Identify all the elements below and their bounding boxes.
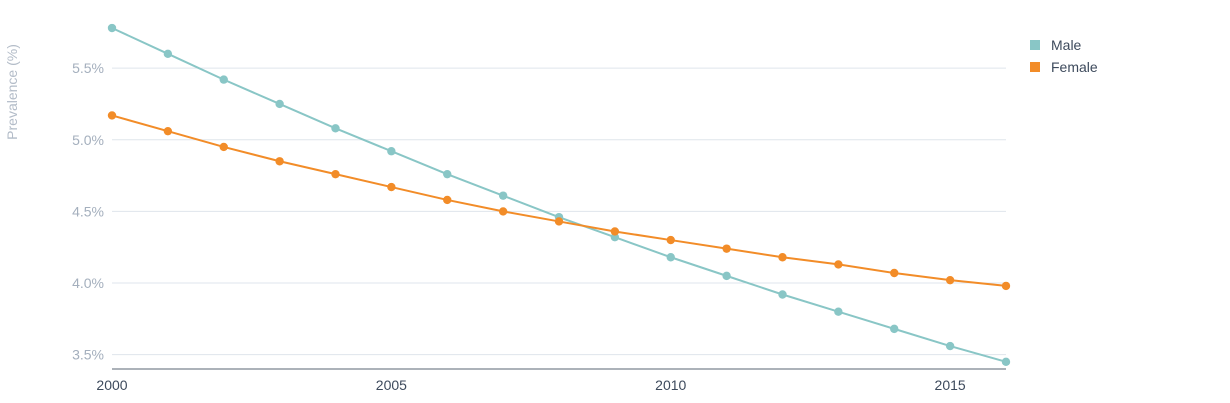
data-point-male[interactable] <box>722 271 731 281</box>
series-line-male <box>111 27 1007 363</box>
data-point-male[interactable] <box>498 191 508 200</box>
data-point-female[interactable] <box>107 111 117 120</box>
x-tick-label: 2005 <box>376 377 407 393</box>
x-axis-ticks: 2000 2005 2010 2015 <box>96 377 965 393</box>
x-tick-label: 2015 <box>935 377 966 393</box>
data-point-male[interactable] <box>387 147 396 156</box>
data-point-female[interactable] <box>722 244 731 253</box>
legend-item-male[interactable]: Male <box>1030 34 1098 56</box>
legend-item-female[interactable]: Female <box>1030 56 1098 78</box>
legend-label-female: Female <box>1051 59 1098 75</box>
y-axis-ticks: 3.5% 4.0% 4.5% 5.0% 5.5% <box>72 60 104 363</box>
data-point-female[interactable] <box>554 217 564 226</box>
data-point-male[interactable] <box>890 324 899 334</box>
series-male <box>107 23 1011 367</box>
y-axis-label: Prevalence (%) <box>4 44 20 140</box>
legend: Male Female <box>1030 34 1098 78</box>
y-tick-label: 4.0% <box>72 275 104 291</box>
legend-swatch-male <box>1030 40 1040 50</box>
data-point-female[interactable] <box>610 227 620 236</box>
data-point-female[interactable] <box>163 126 173 136</box>
y-tick-label: 5.5% <box>72 60 104 76</box>
data-point-male[interactable] <box>834 307 843 316</box>
series-female <box>107 111 1011 291</box>
data-point-male[interactable] <box>275 99 284 109</box>
data-point-female[interactable] <box>666 235 675 245</box>
data-point-female[interactable] <box>778 253 787 262</box>
legend-swatch-female <box>1030 62 1040 72</box>
x-tick-label: 2010 <box>655 377 686 393</box>
data-point-female[interactable] <box>275 157 284 166</box>
y-tick-label: 4.5% <box>72 203 104 219</box>
data-point-female[interactable] <box>834 260 843 269</box>
data-point-female[interactable] <box>498 207 508 216</box>
data-point-male[interactable] <box>778 290 787 299</box>
data-point-male[interactable] <box>945 341 955 351</box>
gridlines <box>112 67 1006 356</box>
series-group <box>107 23 1011 367</box>
data-point-male[interactable] <box>107 23 117 33</box>
data-point-male[interactable] <box>331 124 340 133</box>
series-line-female <box>111 114 1007 287</box>
y-tick-label: 5.0% <box>72 132 104 148</box>
x-tick-label: 2000 <box>96 377 127 393</box>
data-point-female[interactable] <box>219 142 228 152</box>
legend-label-male: Male <box>1051 37 1082 53</box>
data-point-female[interactable] <box>890 268 899 278</box>
data-point-female[interactable] <box>1001 281 1011 291</box>
data-point-female[interactable] <box>443 195 452 205</box>
data-point-male[interactable] <box>219 75 228 84</box>
data-point-male[interactable] <box>163 49 173 59</box>
data-point-female[interactable] <box>331 169 340 179</box>
y-tick-label: 3.5% <box>72 347 104 363</box>
data-point-male[interactable] <box>1001 357 1011 367</box>
data-point-female[interactable] <box>945 275 955 285</box>
data-point-male[interactable] <box>666 253 675 262</box>
data-point-male[interactable] <box>443 169 452 179</box>
data-point-female[interactable] <box>387 182 396 192</box>
